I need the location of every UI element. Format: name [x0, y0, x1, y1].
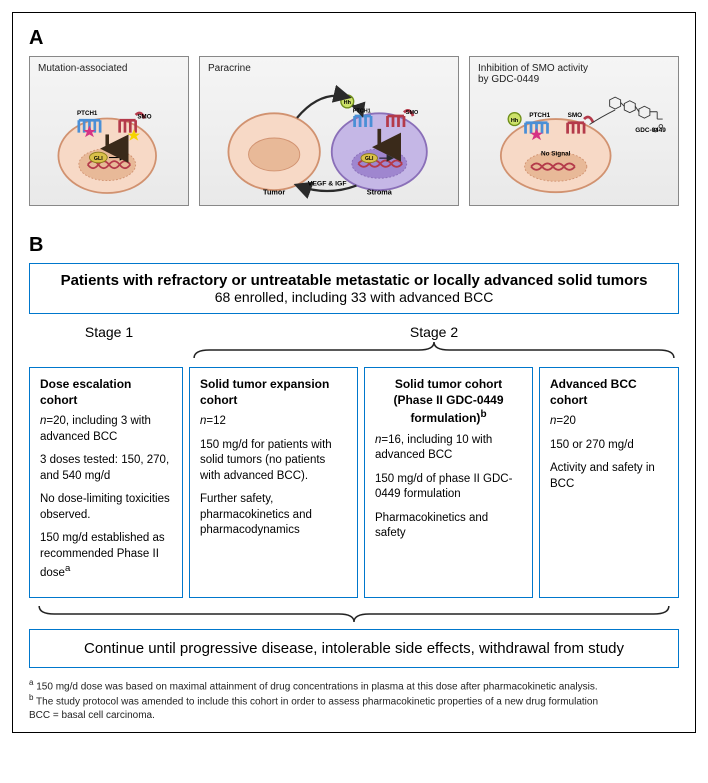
stage1-label: Stage 1 — [29, 324, 189, 340]
footnotes: a 150 mg/d dose was based on maximal att… — [29, 678, 679, 722]
footnote-a: a 150 mg/d dose was based on maximal att… — [29, 678, 679, 693]
diagram-title: Inhibition of SMO activity by GDC-0449 — [478, 63, 670, 85]
cohort-title: Solid tumor expansion cohort — [200, 376, 347, 408]
cohort-1: Dose escalation cohort n=20, including 3… — [29, 367, 183, 598]
diagram-title: Paracrine — [208, 63, 450, 74]
svg-text:Hh: Hh — [344, 100, 351, 106]
figure-frame: A Mutation-associated GLI — [12, 12, 696, 733]
diagram-paracrine: Paracrine Tumor — [199, 56, 459, 206]
svg-text:PTCH1: PTCH1 — [77, 110, 98, 117]
svg-text:PTCH1: PTCH1 — [529, 112, 550, 119]
svg-text:GLI: GLI — [94, 156, 103, 162]
header-line1: Patients with refractory or untreatable … — [40, 272, 668, 289]
cohort-title: Solid tumor cohort (Phase II GDC-0449 fo… — [375, 376, 522, 427]
diagram-mutation: Mutation-associated GLI — [29, 56, 189, 206]
header-line2: 68 enrolled, including 33 with advanced … — [40, 289, 668, 305]
cohort-2: Solid tumor expansion cohort n=12150 mg/… — [189, 367, 358, 598]
diagram-inhibition: Inhibition of SMO activity by GDC-0449 N… — [469, 56, 679, 206]
panel-b-label: B — [29, 234, 679, 257]
cohorts-row: Dose escalation cohort n=20, including 3… — [29, 367, 679, 598]
cohort-paras: n=20, including 3 with advanced BCC3 dos… — [40, 414, 172, 580]
header-box: Patients with refractory or untreatable … — [29, 263, 679, 314]
stage-row: Stage 1 Stage 2 — [29, 324, 679, 365]
footnote-bcc: BCC = basal cell carcinoma. — [29, 709, 679, 722]
cohort-paras: n=16, including 10 with advanced BCC150 … — [375, 433, 522, 542]
svg-text:SMO: SMO — [406, 110, 419, 116]
panel-a-label: A — [29, 27, 679, 50]
svg-text:No Signal: No Signal — [541, 151, 571, 158]
svg-text:Hh: Hh — [511, 118, 518, 124]
svg-text:VEGF & IGF: VEGF & IGF — [308, 181, 347, 188]
cohort-title: Dose escalation cohort — [40, 376, 172, 408]
continue-box: Continue until progressive disease, into… — [29, 629, 679, 668]
cohort-paras: n=12150 mg/d for patients with solid tum… — [200, 414, 347, 539]
svg-text:PTCH1: PTCH1 — [353, 108, 371, 114]
cohort-4: Advanced BCC cohort n=20150 or 270 mg/dA… — [539, 367, 679, 598]
brace-bottom-icon — [29, 604, 679, 624]
svg-text:SMO: SMO — [137, 113, 151, 120]
svg-text:SMO: SMO — [568, 112, 583, 119]
svg-text:Stroma: Stroma — [367, 188, 393, 197]
diagram-title: Mutation-associated — [38, 63, 180, 74]
cohort-title: Advanced BCC cohort — [550, 376, 668, 408]
mutation-svg: GLI PTCH1 SMO — [38, 74, 180, 202]
brace-top-icon — [189, 338, 679, 360]
svg-text:Tumor: Tumor — [263, 188, 285, 197]
cohort-3: Solid tumor cohort (Phase II GDC-0449 fo… — [364, 367, 533, 598]
cohort-paras: n=20150 or 270 mg/dActivity and safety i… — [550, 414, 668, 492]
svg-text:GLI: GLI — [365, 156, 374, 162]
inhibition-svg: No Signal Hh PTCH1 SMO — [478, 85, 670, 197]
paracrine-svg: Tumor GLI Stroma — [208, 74, 450, 202]
panel-a-row: Mutation-associated GLI — [29, 56, 679, 206]
footnote-b: b The study protocol was amended to incl… — [29, 693, 679, 708]
svg-text:GDC-0449: GDC-0449 — [635, 127, 666, 134]
